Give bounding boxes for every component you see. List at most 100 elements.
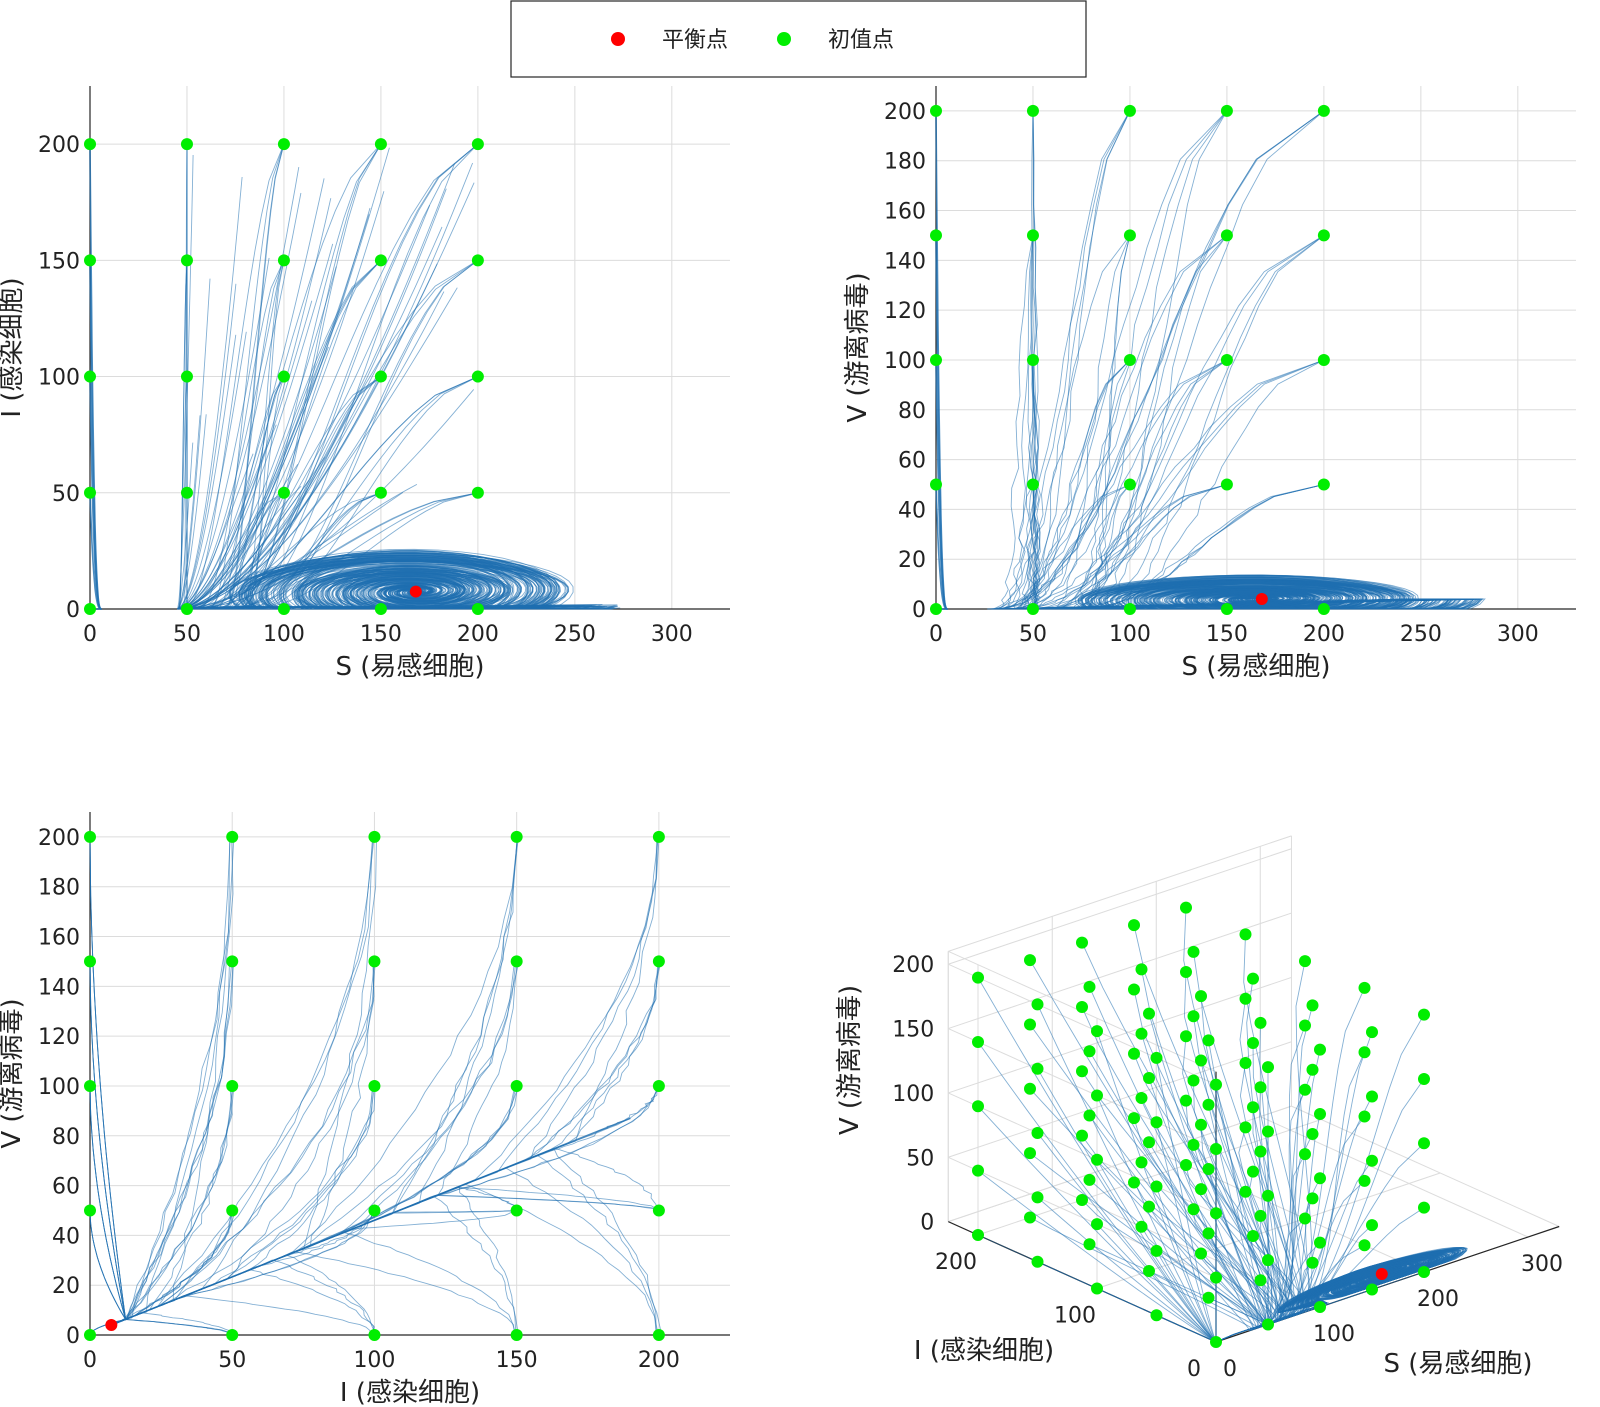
box-edge — [948, 835, 1292, 952]
trajectory — [111, 836, 373, 1326]
initial-point — [1150, 1309, 1163, 1322]
initial-point — [1024, 1082, 1036, 1095]
x-tick-label: 100 — [353, 1348, 395, 1373]
initial-point — [84, 1329, 96, 1341]
y-tick-label: 80 — [898, 399, 926, 424]
initial-point — [1366, 1090, 1378, 1103]
trajectory — [177, 162, 474, 610]
initial-point — [1123, 229, 1136, 242]
initial-point — [1358, 1110, 1371, 1123]
trajectory — [177, 182, 475, 610]
initial-point — [1306, 1063, 1319, 1076]
initial-point — [84, 254, 96, 267]
y-tick-label: 20 — [52, 1274, 80, 1299]
initial-point — [1306, 1192, 1319, 1205]
initial-point — [1143, 1071, 1155, 1084]
trajectory — [177, 484, 418, 610]
initial-point — [1195, 990, 1207, 1003]
initial-point — [1247, 972, 1259, 985]
initial-point — [1210, 1078, 1222, 1091]
trajectory — [89, 836, 127, 1326]
trajectory — [1026, 359, 1486, 610]
initial-point — [180, 138, 193, 151]
initial-point — [226, 955, 239, 968]
initial-point — [1031, 1062, 1044, 1075]
trajectory — [111, 961, 661, 1326]
trajectory — [177, 167, 300, 610]
initial-point — [510, 830, 523, 843]
initial-point — [1123, 603, 1136, 615]
initial-point — [1195, 1118, 1207, 1131]
initial-point — [652, 955, 665, 968]
trajectory — [177, 178, 325, 610]
y-tick-label: 200 — [38, 133, 80, 158]
trajectory — [177, 205, 431, 610]
trajectory — [177, 266, 337, 610]
initial-point — [368, 955, 381, 968]
trajectory — [111, 1295, 375, 1336]
initial-point — [1254, 1081, 1267, 1094]
initial-point — [1128, 1047, 1140, 1060]
initial-point — [277, 254, 290, 267]
trajectory — [176, 154, 194, 610]
trajectory — [111, 961, 662, 1326]
initial-point — [1202, 1227, 1215, 1240]
initial-point — [1076, 1194, 1088, 1206]
initial-point — [1180, 1159, 1192, 1171]
s-tick-label: 200 — [1417, 1287, 1459, 1312]
initial-point — [510, 1204, 523, 1217]
initial-point — [1306, 1128, 1319, 1141]
i-axis-label: I (感染细胞) — [914, 1336, 1054, 1366]
initial-point — [1262, 1061, 1274, 1074]
trajectory — [177, 334, 237, 610]
trajectory — [1025, 235, 1451, 610]
y-tick-label: 160 — [884, 200, 926, 225]
initial-point — [374, 370, 387, 383]
initial-point — [1262, 1254, 1274, 1267]
initial-point — [1180, 901, 1192, 914]
initial-point — [1026, 478, 1039, 491]
trajectory — [1183, 971, 1449, 1328]
initial-point — [1135, 1092, 1148, 1105]
trajectory — [177, 414, 207, 610]
trajectory — [89, 144, 102, 610]
initial-point — [1024, 954, 1036, 967]
initial-point — [84, 830, 96, 843]
panel-s-vs-i: 0 50 100 150 200 250 300 0 50 100 150 200 S (易感细胞) I … — [0, 86, 730, 682]
trajectory — [111, 1085, 373, 1326]
x-axis-label: S (易感细胞) — [1181, 652, 1330, 682]
initial-point — [1299, 1212, 1311, 1225]
trajectory — [111, 961, 234, 1326]
trajectory — [177, 198, 332, 610]
initial-point — [1314, 1236, 1326, 1249]
trajectory — [111, 836, 659, 1326]
initial-point — [1143, 1136, 1155, 1149]
initial-point — [226, 830, 239, 843]
trajectories — [977, 907, 1468, 1343]
x-tick-label: 250 — [1400, 622, 1442, 647]
initial-point — [1358, 1046, 1371, 1059]
initial-point — [471, 603, 484, 615]
trajectory — [111, 1318, 235, 1336]
initial-point — [1314, 1107, 1326, 1120]
y-tick-label: 200 — [884, 100, 926, 125]
initial-point — [1195, 1247, 1207, 1260]
y-tick-label: 0 — [912, 598, 926, 623]
x-gridline — [1260, 1116, 1529, 1238]
trajectory — [111, 1085, 659, 1326]
y-tick-label: 120 — [884, 299, 926, 324]
initial-point — [1076, 1129, 1088, 1142]
initial-point — [1150, 1051, 1163, 1064]
y-tick-label: 80 — [52, 1125, 80, 1150]
initial-point — [1031, 1191, 1044, 1204]
initial-point — [972, 1229, 984, 1241]
initial-point — [1317, 229, 1330, 242]
initial-point — [374, 603, 387, 615]
initial-point — [84, 955, 96, 968]
trajectory — [111, 836, 374, 1326]
initial-point — [1239, 1121, 1252, 1134]
trajectory — [111, 836, 659, 1326]
initial-point — [1299, 1019, 1311, 1032]
trajectory — [177, 207, 371, 610]
